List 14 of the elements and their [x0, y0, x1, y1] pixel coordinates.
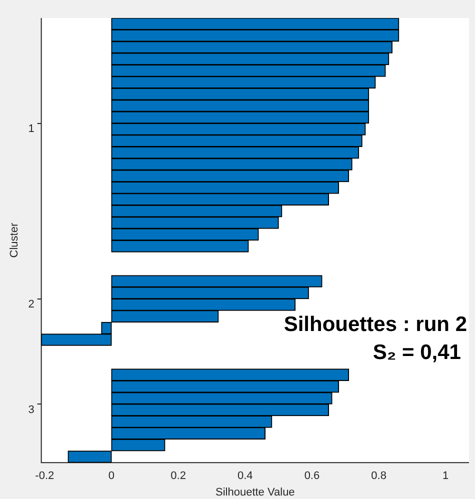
x-tick-label: -0.2	[35, 470, 54, 482]
annotation: Silhouettes : run 2	[284, 312, 467, 336]
y-tick-label: 2	[28, 298, 34, 311]
x-tick-label: 1	[442, 470, 449, 482]
x-tick-label: 0	[108, 470, 115, 482]
x-tick-label: 0.2	[170, 470, 186, 482]
y-tick-label: 3	[28, 404, 34, 416]
y-tick-label: 1	[28, 123, 34, 136]
x-axis-title: Silhouette Value	[216, 486, 295, 498]
annotation: S₂ = 0,41	[372, 340, 462, 364]
x-tick-label: 0.6	[304, 470, 320, 482]
x-tick-label: 0.8	[371, 470, 386, 482]
x-tick-label: 0.4	[237, 470, 253, 482]
y-axis-title: Cluster	[8, 222, 21, 258]
